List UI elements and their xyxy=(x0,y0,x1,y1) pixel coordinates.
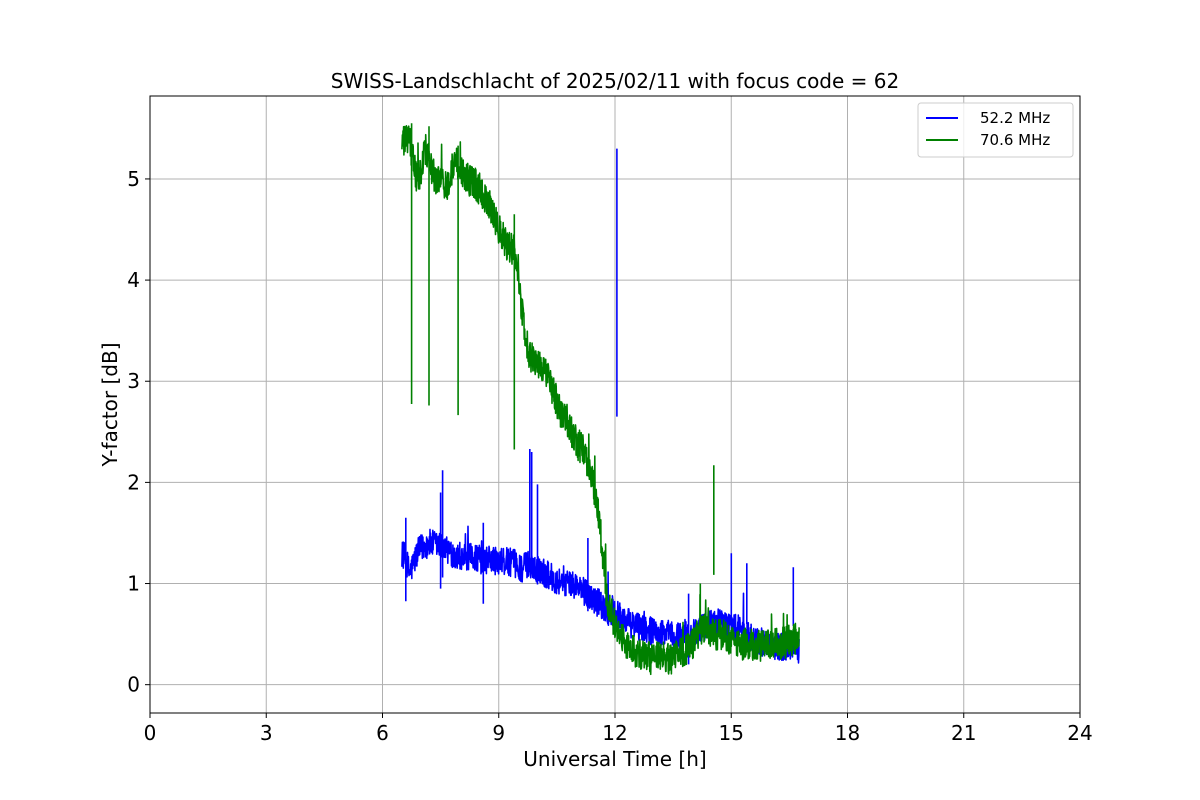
chart-title: SWISS-Landschlacht of 2025/02/11 with fo… xyxy=(331,69,899,93)
x-tick-label: 9 xyxy=(492,721,505,745)
x-tick-label: 6 xyxy=(376,721,389,745)
series-line-1 xyxy=(401,148,800,665)
x-tick-label: 3 xyxy=(260,721,273,745)
legend-label-1: 52.2 MHz xyxy=(980,109,1050,127)
series-line-2 xyxy=(401,123,800,676)
x-tick-label: 24 xyxy=(1067,721,1092,745)
legend-box xyxy=(917,102,1074,158)
y-axis-label: Y-factor [dB] xyxy=(98,342,122,467)
x-tick-label: 21 xyxy=(951,721,976,745)
y-tick-label: 2 xyxy=(127,470,140,494)
grid xyxy=(149,96,1081,713)
series-layer xyxy=(401,123,800,676)
y-tick-label: 1 xyxy=(127,572,140,596)
y-tick-label: 0 xyxy=(127,673,140,697)
x-axis-label: Universal Time [h] xyxy=(523,747,706,771)
y-tick-label: 4 xyxy=(127,268,140,292)
x-tick-label: 12 xyxy=(602,721,627,745)
x-tick-label: 18 xyxy=(835,721,860,745)
y-tick-label: 5 xyxy=(127,167,140,191)
legend: 52.2 MHz 70.6 MHz xyxy=(917,102,1074,158)
y-tick-label: 3 xyxy=(127,369,140,393)
x-tick-label: 0 xyxy=(144,721,157,745)
legend-label-2: 70.6 MHz xyxy=(980,131,1050,149)
x-tick-label: 15 xyxy=(719,721,744,745)
